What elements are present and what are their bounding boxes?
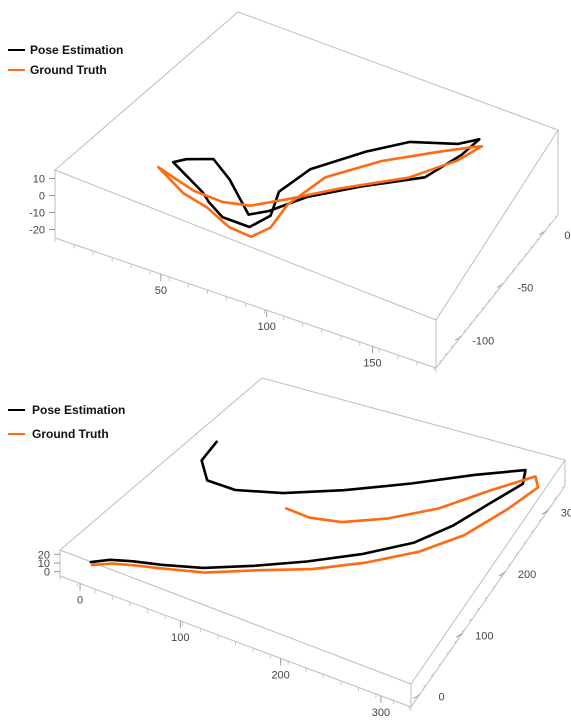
y-minor-tick	[546, 507, 550, 511]
y-tick-label: 0	[564, 230, 570, 242]
y-minor-tick	[538, 518, 543, 522]
y-minor-tick	[438, 662, 443, 666]
series-line-ground-truth	[90, 475, 540, 574]
y-minor-tick	[438, 359, 443, 363]
y-minor-tick	[548, 222, 553, 226]
z-tick-label: 10	[38, 558, 50, 570]
y-minor-tick	[444, 352, 449, 356]
y-minor-tick	[493, 291, 498, 294]
y-minor-tick	[415, 695, 419, 699]
y-minor-tick	[542, 229, 547, 233]
y-minor-tick	[523, 540, 527, 544]
y-minor-tick	[453, 640, 458, 644]
y-minor-tick	[487, 298, 492, 302]
z-tick-label: 10	[33, 174, 45, 186]
y-minor-tick	[492, 585, 496, 588]
z-tick-label: -20	[29, 225, 45, 237]
x-tick-label: 200	[271, 669, 289, 681]
y-tick-mark	[413, 694, 420, 700]
y-minor-tick	[554, 496, 558, 500]
series-line-ground-truth	[157, 145, 484, 239]
z-tick-label: 0	[39, 191, 45, 203]
x-tick-label: 0	[77, 594, 83, 606]
chart-bottom: 0100200300010020030020100 Pose Estimatio…	[8, 377, 571, 719]
legend-label-ground-truth: Ground Truth	[32, 427, 109, 441]
y-minor-tick	[500, 573, 504, 577]
y-minor-tick	[515, 551, 520, 555]
legend: Pose Estimation Ground Truth	[8, 43, 123, 77]
y-tick-label: -100	[472, 335, 494, 347]
x-tick-label: 150	[363, 357, 381, 369]
y-minor-tick	[481, 306, 486, 310]
y-tick-mark	[498, 571, 506, 577]
series-line-pose-estimation	[171, 138, 481, 229]
y-minor-tick	[423, 684, 427, 688]
y-tick-label: 0	[438, 692, 444, 704]
y-minor-tick	[461, 629, 466, 633]
legend-label-pose: Pose Estimation	[30, 43, 123, 57]
y-minor-tick	[477, 607, 481, 610]
y-minor-tick	[518, 260, 522, 264]
legend: Pose Estimation Ground Truth	[8, 403, 125, 441]
legend-label-ground-truth: Ground Truth	[30, 63, 107, 77]
series-line-pose-estimation	[89, 440, 527, 570]
y-minor-tick	[554, 214, 559, 218]
y-tick-label: 300	[561, 508, 571, 520]
y-tick-label: 200	[518, 569, 536, 581]
y-minor-tick	[475, 314, 479, 317]
y-minor-tick	[524, 252, 528, 256]
y-minor-tick	[451, 344, 455, 348]
y-minor-tick	[484, 596, 489, 599]
y-minor-tick	[457, 336, 461, 340]
y-minor-tick	[512, 268, 516, 271]
y-minor-tick	[469, 618, 473, 622]
y-minor-tick	[469, 321, 473, 325]
z-tick-label: -10	[29, 208, 45, 220]
legend-label-pose: Pose Estimation	[32, 403, 125, 417]
x-tick-label: 50	[155, 285, 167, 297]
y-minor-tick	[536, 237, 540, 241]
plot-box	[59, 377, 566, 708]
y-minor-tick	[530, 529, 535, 533]
y-minor-tick	[463, 329, 467, 333]
y-tick-label: -50	[517, 283, 533, 295]
y-minor-tick	[430, 673, 435, 677]
y-tick-label: 100	[475, 630, 493, 642]
y-minor-tick	[446, 651, 450, 655]
y-tick-mark	[541, 510, 549, 515]
z-tick-label: 0	[44, 567, 50, 579]
y-minor-tick	[505, 275, 510, 279]
y-minor-tick	[530, 245, 534, 249]
y-minor-tick	[507, 562, 512, 566]
y-tick-mark	[456, 632, 463, 638]
x-tick-label: 100	[257, 321, 275, 333]
y-minor-tick	[499, 283, 504, 287]
x-tick-label: 300	[372, 707, 390, 719]
x-tick-label: 100	[171, 632, 189, 644]
z-tick-label: 20	[38, 549, 50, 561]
y-minor-tick	[561, 485, 566, 489]
